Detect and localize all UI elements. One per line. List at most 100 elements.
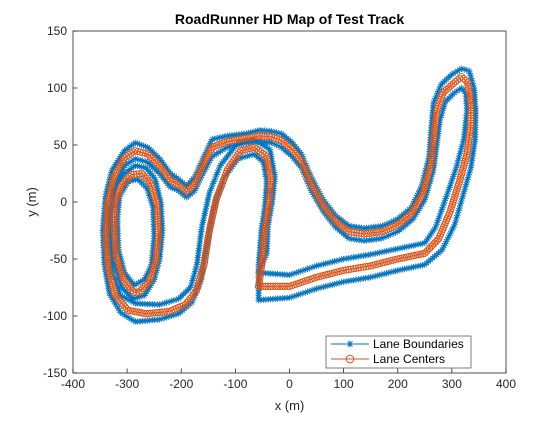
point-marker [429,142,437,150]
point-marker [107,203,115,210]
point-marker [311,263,318,270]
point-marker [121,147,128,154]
point-marker [466,94,474,102]
point-marker [163,314,170,321]
point-marker [405,243,413,250]
point-marker [170,311,178,319]
legend-entry-lane-centers: Lane Centers [331,352,445,366]
point-marker [431,97,438,104]
point-marker [215,149,222,156]
point-marker [104,185,111,193]
point-marker [208,136,216,143]
point-marker [257,264,265,272]
point-marker [437,208,445,215]
point-marker [467,101,475,110]
point-marker [202,248,210,257]
y-tick-label: 0 [60,195,67,209]
point-marker [114,285,122,292]
point-marker [464,143,472,151]
point-marker [381,270,388,278]
point-marker [154,227,162,235]
point-marker [297,267,304,275]
point-marker [216,164,223,171]
point-marker [431,125,439,133]
point-marker [411,198,418,205]
point-marker [209,209,217,216]
point-marker [324,259,332,267]
point-marker [453,87,461,95]
point-marker [205,194,212,201]
point-marker [357,263,365,272]
point-marker [102,224,111,232]
point-marker [200,214,208,222]
point-marker [224,144,231,151]
point-marker [355,276,362,283]
point-marker [138,141,145,149]
point-marker [103,273,110,280]
point-marker [345,254,352,262]
point-marker [126,172,134,180]
point-marker [129,299,137,306]
point-marker [170,179,179,187]
point-marker [117,255,125,263]
point-marker [440,201,447,209]
point-marker [270,166,277,174]
point-marker [188,299,196,306]
point-marker [189,275,197,282]
point-marker [348,223,355,230]
point-marker [432,114,440,122]
point-marker [129,295,136,303]
point-marker [174,181,183,189]
point-marker [211,176,219,183]
point-marker [266,185,274,193]
point-marker [444,190,451,198]
point-marker [355,224,363,231]
point-marker [117,253,124,260]
point-marker [421,196,429,203]
point-marker [102,190,110,198]
point-marker [112,245,120,253]
point-marker [244,152,251,160]
point-marker [403,243,410,251]
point-marker [425,182,433,190]
point-marker [290,270,298,277]
point-marker [266,180,274,188]
point-marker [260,161,268,168]
point-marker [266,171,274,179]
point-marker [392,229,399,236]
point-marker [433,107,441,115]
point-marker [428,152,436,160]
point-marker [105,285,112,292]
point-marker [257,139,264,147]
point-marker [438,246,446,254]
point-marker [113,159,121,166]
point-marker [111,203,119,211]
point-marker [262,217,270,225]
point-marker [258,141,266,148]
point-marker [138,292,146,300]
point-marker [464,81,472,89]
point-marker [169,184,176,192]
point-marker [283,282,291,290]
point-marker [352,276,360,283]
point-marker [431,120,439,129]
point-marker [240,135,248,143]
point-marker [156,196,164,203]
point-marker [255,138,262,146]
point-marker [302,289,309,296]
point-marker [104,257,112,265]
point-marker [401,244,408,251]
point-marker [112,250,120,258]
point-marker [428,147,437,155]
point-marker [312,188,320,196]
point-marker [154,215,162,223]
point-marker [263,250,270,257]
point-marker [144,158,151,166]
point-marker [451,168,458,176]
point-marker [155,189,162,197]
point-marker [257,262,266,270]
point-marker [427,157,436,165]
point-marker [160,167,168,175]
point-marker [200,258,208,266]
